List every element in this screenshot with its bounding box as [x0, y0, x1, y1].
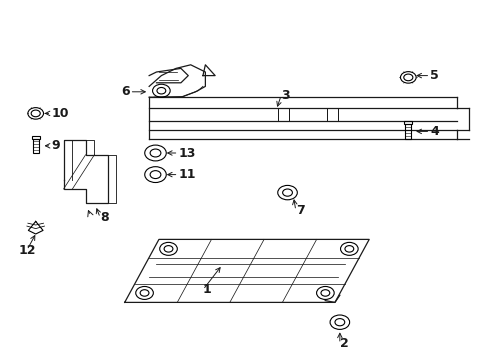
Text: 12: 12: [18, 244, 36, 257]
Text: 6: 6: [121, 85, 129, 98]
Text: 3: 3: [281, 89, 289, 102]
Text: 2: 2: [339, 337, 348, 350]
Text: 9: 9: [51, 139, 60, 152]
Text: 4: 4: [429, 125, 438, 138]
Text: 5: 5: [429, 69, 438, 82]
Text: 11: 11: [178, 168, 196, 181]
Text: 1: 1: [203, 283, 211, 296]
Text: 13: 13: [178, 147, 196, 159]
Text: 8: 8: [100, 211, 109, 224]
Text: 10: 10: [51, 107, 69, 120]
Text: 7: 7: [295, 204, 304, 217]
Polygon shape: [63, 140, 107, 203]
